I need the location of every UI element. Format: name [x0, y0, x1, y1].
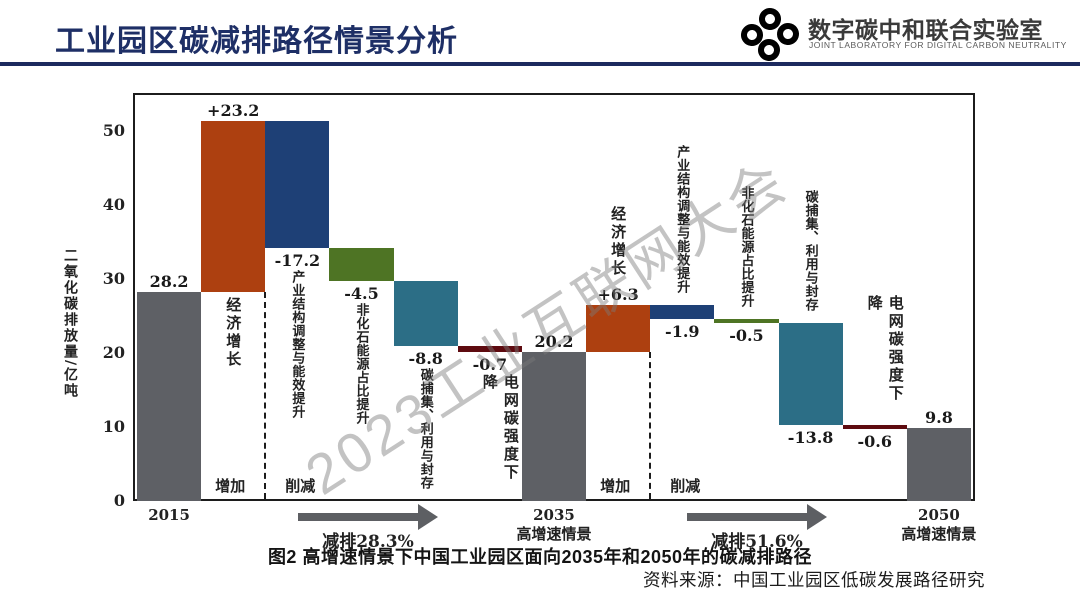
waterfall-bar-gray — [521, 351, 587, 501]
bar-category-label: 产业结构调整与能效提升 — [289, 269, 305, 419]
y-tick-label: 50 — [102, 121, 125, 140]
y-tick-label: 20 — [102, 343, 125, 362]
bar-value-label: +23.2 — [207, 100, 260, 120]
waterfall-bar-green — [329, 247, 394, 282]
logo-name: 数字碳中和联合实验室 — [808, 17, 1043, 43]
reduction-arrow-head — [807, 504, 827, 530]
reduction-arrow-label: 减排28.3% — [322, 532, 414, 552]
bar-value-label: -1.9 — [665, 321, 700, 341]
waterfall-bar-orange — [586, 304, 651, 352]
bar-category-label: 非化石能源占比提升 — [353, 303, 369, 425]
divider-dashed-line — [649, 351, 652, 499]
bar-category-label: 电网碳强度下降 — [480, 373, 520, 482]
reduction-arrow-body — [298, 513, 418, 521]
x-tick-label: 2035 — [533, 506, 575, 524]
waterfall-bar-gray — [137, 292, 202, 501]
logo-subtitle: JOINT LABORATORY FOR DIGITAL CARBON NEUT… — [809, 40, 1067, 50]
reduction-arrow-label: 减排51.6% — [711, 532, 803, 552]
waterfall-bar-teal — [778, 322, 843, 425]
y-axis-title: 二氧化碳排放量/亿吨 — [62, 248, 78, 400]
waterfall-bar-green — [714, 318, 779, 323]
waterfall-bar-darkred — [457, 346, 522, 352]
bar-category-label: 非化石能源占比提升 — [738, 186, 754, 308]
bar-value-label: -17.2 — [274, 250, 321, 270]
bar-category-label: 碳捕集、利用与封存 — [802, 190, 818, 312]
bar-value-label: 28.2 — [149, 272, 189, 292]
bar-value-label: -0.6 — [857, 432, 892, 452]
bar-category-label: 经济增长 — [609, 205, 628, 278]
waterfall-bar-darkred — [842, 424, 907, 430]
y-tick-label: 40 — [102, 195, 125, 214]
page-title: 工业园区碳减排路径情景分析 — [55, 25, 458, 58]
bar-value-label: -0.7 — [472, 354, 508, 374]
data-source: 资料来源：中国工业园区低碳发展路径研究 — [643, 570, 985, 590]
y-tick-label: 30 — [102, 269, 125, 288]
bar-category-label: 经济增长 — [224, 297, 243, 370]
decrease-label: 削减 — [285, 477, 316, 495]
bar-value-label: +6.3 — [597, 284, 639, 304]
bar-value-label: -4.5 — [344, 284, 379, 304]
bar-value-label: -0.5 — [729, 325, 764, 345]
header-divider — [0, 62, 1080, 66]
reduction-arrow-head — [418, 504, 438, 530]
waterfall-bar-navy — [650, 304, 715, 319]
x-tick-label: 高增速情景 — [516, 525, 592, 543]
decrease-label: 削减 — [670, 477, 701, 495]
bar-category-label: 碳捕集、利用与封存 — [417, 368, 433, 490]
x-tick-label: 2050 — [918, 506, 960, 524]
waterfall-bar-gray — [906, 428, 971, 501]
x-tick-label: 2015 — [148, 506, 190, 524]
bar-category-label: 电网碳强度下降 — [865, 294, 905, 403]
logo: 数字碳中和联合实验室 JOINT LABORATORY FOR DIGITAL … — [739, 6, 1066, 63]
waterfall-bar-teal — [393, 281, 458, 347]
bar-value-label: 9.8 — [925, 408, 953, 428]
bar-value-label: -8.8 — [408, 349, 443, 369]
reduction-arrow-body — [687, 513, 807, 521]
bar-category-label: 产业结构调整与能效提升 — [674, 145, 690, 294]
waterfall-bar-navy — [265, 120, 330, 248]
x-tick-label: 高增速情景 — [901, 525, 977, 543]
figure-caption: 图2 高增速情景下中国工业园区面向2035年和2050年的碳减排路径 — [267, 547, 813, 567]
y-tick-label: 10 — [102, 417, 125, 436]
waterfall-bar-orange — [201, 120, 266, 293]
bar-value-label: 20.2 — [534, 331, 574, 351]
increase-label: 增加 — [215, 477, 246, 495]
y-tick-label: 0 — [113, 491, 125, 510]
divider-dashed-line — [264, 292, 267, 499]
increase-label: 增加 — [600, 477, 631, 495]
bar-value-label: -13.8 — [787, 427, 834, 447]
